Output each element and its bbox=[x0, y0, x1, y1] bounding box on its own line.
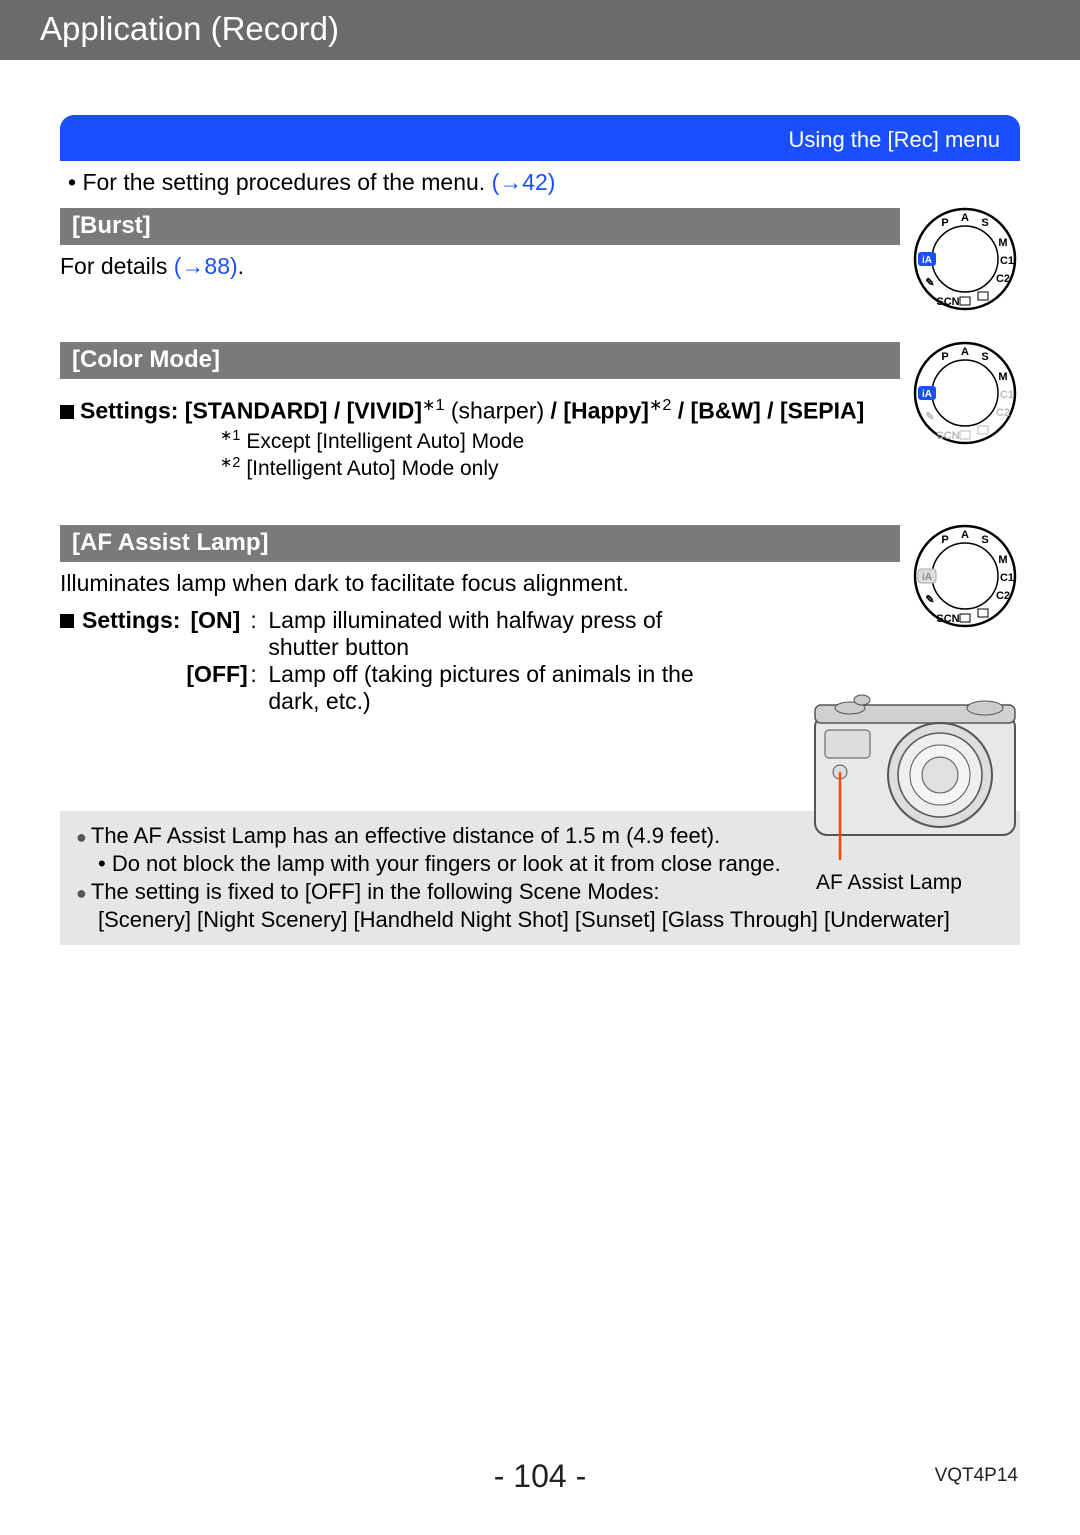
camera-caption: AF Assist Lamp bbox=[810, 865, 1020, 895]
sup2: ∗2 bbox=[649, 396, 671, 414]
svg-text:S: S bbox=[981, 534, 988, 546]
svg-text:P: P bbox=[941, 217, 948, 229]
note-2a: [Scenery] [Night Scenery] [Handheld Nigh… bbox=[76, 907, 1004, 933]
burst-details-suffix: . bbox=[238, 253, 244, 279]
mode-dial-icon: A P S M C1 C2 SCN✎ iA bbox=[910, 521, 1020, 631]
mode-dial-icon: A P S M C1 C2 SCN✎ iA bbox=[910, 338, 1020, 448]
af-lamp-section-title: [AF Assist Lamp] bbox=[60, 525, 900, 562]
svg-text:iA: iA bbox=[922, 572, 932, 583]
burst-details-link[interactable]: (→88) bbox=[174, 253, 238, 279]
off-label: [OFF] bbox=[180, 661, 250, 715]
menu-ref-text: • For the setting procedures of the menu… bbox=[68, 169, 492, 195]
square-bullet-icon bbox=[60, 614, 74, 628]
svg-text:P: P bbox=[941, 351, 948, 363]
burst-row: [Burst] For details (→88). A P S M C1 C2 SCN… bbox=[60, 204, 1020, 314]
menu-reference: • For the setting procedures of the menu… bbox=[60, 161, 1020, 204]
svg-text:C1: C1 bbox=[1000, 389, 1014, 401]
page-title: Application (Record) bbox=[40, 10, 339, 47]
banner: Using the [Rec] menu bbox=[60, 115, 1020, 161]
svg-text:S: S bbox=[981, 217, 988, 229]
svg-text:iA: iA bbox=[922, 389, 932, 400]
footnote-2: ∗2 [Intelligent Auto] Mode only bbox=[60, 454, 900, 481]
fn2-text: [Intelligent Auto] Mode only bbox=[240, 457, 498, 480]
page-content: Using the [Rec] menu • For the setting p… bbox=[0, 115, 1080, 945]
burst-details: For details (→88). bbox=[60, 245, 900, 290]
color-mode-settings: Settings: [STANDARD] / [VIVID]∗1 (sharpe… bbox=[60, 393, 900, 427]
square-bullet-icon bbox=[60, 405, 74, 419]
svg-text:✎: ✎ bbox=[925, 411, 934, 423]
svg-text:A: A bbox=[961, 212, 969, 224]
footnote-1: ∗1 Except [Intelligent Auto] Mode bbox=[60, 427, 900, 454]
color-opts-2: / [Happy] bbox=[544, 398, 649, 424]
color-opts-3: / [B&W] / [SEPIA] bbox=[671, 398, 864, 424]
svg-text:M: M bbox=[998, 237, 1007, 249]
svg-text:SCN: SCN bbox=[936, 613, 959, 625]
color-opts-1: [STANDARD] / [VIVID] bbox=[185, 398, 422, 424]
svg-text:✎: ✎ bbox=[925, 594, 934, 606]
svg-text:SCN: SCN bbox=[936, 296, 959, 308]
svg-text:C2: C2 bbox=[996, 590, 1010, 602]
svg-text:C1: C1 bbox=[1000, 572, 1014, 584]
note-1-text: The AF Assist Lamp has an effective dist… bbox=[91, 823, 720, 848]
svg-text:iA: iA bbox=[922, 255, 932, 266]
burst-details-prefix: For details bbox=[60, 253, 174, 279]
svg-text:M: M bbox=[998, 554, 1007, 566]
svg-text:S: S bbox=[981, 351, 988, 363]
page-header: Application (Record) bbox=[0, 0, 1080, 60]
af-lamp-desc: Illuminates lamp when dark to facilitate… bbox=[60, 562, 740, 607]
colon: : bbox=[250, 607, 268, 661]
svg-text:P: P bbox=[941, 534, 948, 546]
settings-label: Settings: bbox=[82, 607, 180, 661]
svg-text:C2: C2 bbox=[996, 273, 1010, 285]
page-number: - 104 - bbox=[0, 1458, 1080, 1495]
note-2-text: The setting is fixed to [OFF] in the fol… bbox=[91, 879, 660, 904]
svg-text:SCN: SCN bbox=[936, 430, 959, 442]
colon: : bbox=[250, 661, 268, 715]
color-mode-section-title: [Color Mode] bbox=[60, 342, 900, 379]
settings-label: Settings: bbox=[80, 398, 178, 424]
on-desc: Lamp illuminated with halfway press of s… bbox=[268, 607, 738, 661]
color-sharper: (sharper) bbox=[444, 398, 544, 424]
on-label: [ON] bbox=[180, 607, 250, 661]
burst-section-title: [Burst] bbox=[60, 208, 900, 245]
fn2-label: ∗2 bbox=[220, 455, 240, 471]
af-lamp-row: [AF Assist Lamp] Illuminates lamp when d… bbox=[60, 521, 1020, 715]
svg-text:M: M bbox=[998, 371, 1007, 383]
banner-label: Using the [Rec] menu bbox=[788, 127, 1000, 152]
svg-text:A: A bbox=[961, 529, 969, 541]
off-desc: Lamp off (taking pictures of animals in … bbox=[268, 661, 738, 715]
svg-text:A: A bbox=[961, 346, 969, 358]
color-mode-row: [Color Mode] Settings: [STANDARD] / [VIV… bbox=[60, 338, 1020, 481]
svg-text:C1: C1 bbox=[1000, 255, 1014, 267]
sup1: ∗1 bbox=[422, 396, 444, 414]
svg-text:C2: C2 bbox=[996, 407, 1010, 419]
svg-text:✎: ✎ bbox=[925, 277, 934, 289]
mode-dial-icon: A P S M C1 C2 SCN✎ iA bbox=[910, 204, 1020, 314]
menu-ref-link[interactable]: (→42) bbox=[492, 169, 556, 195]
af-off-row: Settings: [OFF] : Lamp off (taking pictu… bbox=[60, 661, 760, 715]
camera-illustration: AF Assist Lamp bbox=[810, 690, 1020, 895]
af-on-row: Settings: [ON] : Lamp illuminated with h… bbox=[60, 607, 760, 661]
doc-code: VQT4P14 bbox=[935, 1465, 1018, 1487]
fn1-text: Except [Intelligent Auto] Mode bbox=[240, 430, 524, 453]
fn1-label: ∗1 bbox=[220, 428, 240, 444]
